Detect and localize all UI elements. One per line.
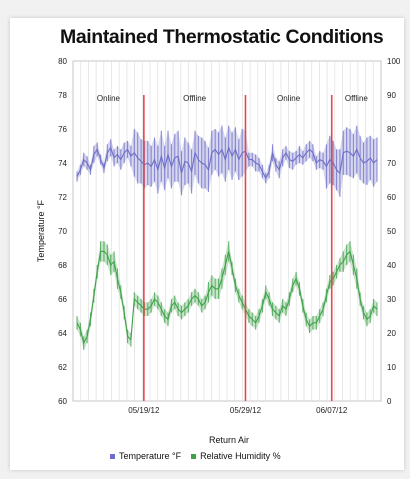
x-axis-label: Return Air bbox=[209, 435, 249, 445]
chart-legend: Temperature °F Relative Humidity % bbox=[110, 451, 281, 461]
status-label: Online bbox=[277, 94, 301, 103]
y-left-tick-label: 62 bbox=[58, 363, 67, 372]
y-left-tick-label: 74 bbox=[58, 159, 67, 168]
y-left-tick-label: 78 bbox=[58, 91, 67, 100]
y-left-tick-label: 60 bbox=[58, 397, 67, 406]
y-right-tick-label: 100 bbox=[387, 57, 401, 66]
legend-label-temperature: Temperature °F bbox=[119, 451, 182, 461]
y-right-tick-label: 90 bbox=[387, 91, 396, 100]
status-label: Offline bbox=[183, 94, 207, 103]
y-axis-label: Temperature °F bbox=[36, 199, 46, 262]
x-tick-label: 05/29/12 bbox=[230, 406, 262, 415]
y-left-tick-label: 66 bbox=[58, 295, 67, 304]
y-left-tick-label: 70 bbox=[58, 227, 67, 236]
x-tick-label: 06/07/12 bbox=[316, 406, 348, 415]
status-label: Offline bbox=[345, 94, 369, 103]
y-right-tick-label: 70 bbox=[387, 159, 396, 168]
y-right-tick-label: 10 bbox=[387, 363, 396, 372]
legend-label-humidity: Relative Humidity % bbox=[200, 451, 281, 461]
legend-swatch-temperature bbox=[110, 453, 115, 459]
y-left-tick-label: 72 bbox=[58, 193, 67, 202]
status-label: Online bbox=[97, 94, 121, 103]
y-right-tick-label: 50 bbox=[387, 227, 396, 236]
temperature-band bbox=[77, 125, 377, 197]
y-right-tick-label: 60 bbox=[387, 193, 396, 202]
y-left-tick-label: 64 bbox=[58, 329, 67, 338]
y-left-tick-label: 76 bbox=[58, 125, 67, 134]
temperature-line bbox=[76, 146, 378, 180]
y-right-tick-label: 20 bbox=[387, 329, 396, 338]
y-right-tick-label: 30 bbox=[387, 295, 396, 304]
humidity-line bbox=[76, 250, 378, 345]
y-left-tick-label: 80 bbox=[58, 57, 67, 66]
y-right-tick-label: 40 bbox=[387, 261, 396, 270]
legend-swatch-humidity bbox=[191, 453, 197, 459]
x-tick-label: 05/19/12 bbox=[128, 406, 160, 415]
y-left-tick-label: 68 bbox=[58, 261, 67, 270]
y-right-tick-label: 80 bbox=[387, 125, 396, 134]
chart-title: Maintained Thermostatic Conditions bbox=[60, 26, 384, 48]
y-right-tick-label: 0 bbox=[387, 397, 392, 406]
